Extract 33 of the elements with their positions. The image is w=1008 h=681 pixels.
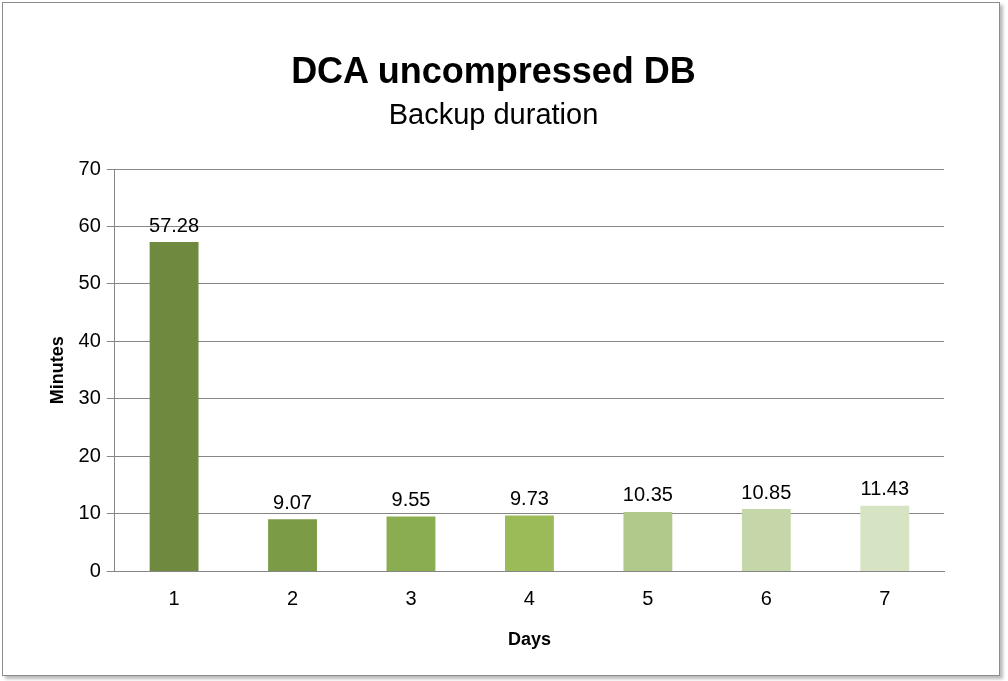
y-axis-title: Minutes — [46, 336, 67, 405]
chart-title: DCA uncompressed DB — [291, 49, 696, 91]
bar — [268, 519, 317, 571]
x-tick-label: 1 — [168, 586, 180, 609]
data-label: 11.43 — [860, 477, 910, 500]
data-label: 10.35 — [622, 483, 673, 506]
chart-subtitle: Backup duration — [388, 97, 599, 130]
data-label: 57.28 — [149, 213, 200, 236]
x-tick-label: 7 — [879, 586, 891, 609]
y-tick-label: 50 — [78, 271, 101, 294]
bar — [860, 505, 910, 571]
bar — [149, 242, 199, 571]
bar — [504, 515, 554, 571]
y-tick-label: 10 — [78, 501, 101, 524]
y-tick-label: 40 — [78, 328, 101, 351]
x-axis-title: Days — [507, 629, 551, 650]
bar — [386, 516, 436, 571]
data-label: 9.55 — [391, 488, 431, 511]
bar — [623, 511, 673, 571]
x-tick-label: 5 — [642, 586, 654, 609]
y-tick-label: 0 — [89, 558, 101, 581]
x-tick-label: 3 — [405, 586, 417, 609]
y-tick-label: 60 — [78, 214, 101, 236]
x-tick-label: 6 — [760, 586, 772, 609]
y-tick-label: 30 — [78, 386, 101, 409]
data-label: 9.73 — [509, 486, 549, 509]
data-label: 9.07 — [273, 490, 312, 513]
x-tick-label: 4 — [523, 586, 535, 609]
y-tick-label: 20 — [78, 443, 101, 466]
bar — [741, 509, 791, 571]
x-tick-label: 2 — [286, 586, 299, 609]
data-label: 10.85 — [741, 480, 792, 503]
y-tick-label: 70 — [78, 156, 101, 179]
